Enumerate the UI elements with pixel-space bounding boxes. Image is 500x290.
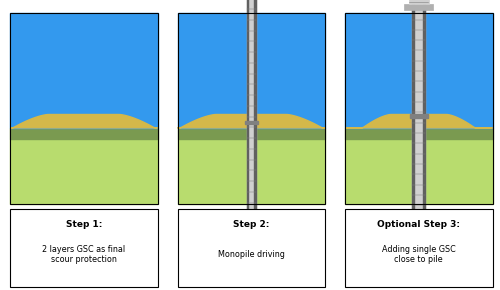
Bar <box>246 0 248 262</box>
Polygon shape <box>10 115 158 128</box>
Polygon shape <box>178 115 325 128</box>
Bar <box>178 128 325 139</box>
Bar <box>10 13 158 128</box>
Bar <box>345 13 492 204</box>
Bar <box>412 0 425 262</box>
Polygon shape <box>345 115 492 128</box>
Bar <box>178 209 325 287</box>
Bar <box>423 0 425 262</box>
Text: Monopile driving: Monopile driving <box>218 250 284 259</box>
Bar <box>178 13 325 128</box>
Text: 2 layers GSC as final
scour protection: 2 layers GSC as final scour protection <box>42 244 125 264</box>
Bar <box>178 139 325 204</box>
Text: Step 1:: Step 1: <box>66 220 102 229</box>
Text: Step 2:: Step 2: <box>233 220 270 229</box>
Bar <box>10 139 158 204</box>
Bar <box>245 121 258 124</box>
Bar <box>10 209 158 287</box>
Bar <box>254 0 256 262</box>
Text: Adding single GSC
close to pile: Adding single GSC close to pile <box>382 244 456 264</box>
Bar <box>404 4 433 10</box>
Bar <box>10 13 158 204</box>
Bar <box>345 139 492 204</box>
Bar <box>246 0 256 262</box>
Bar <box>345 13 492 128</box>
Bar <box>409 0 428 4</box>
Bar <box>410 114 428 118</box>
Bar <box>10 128 158 139</box>
Bar <box>178 13 325 204</box>
Bar <box>345 128 492 139</box>
Bar <box>345 209 492 287</box>
Bar <box>412 0 414 262</box>
Text: Optional Step 3:: Optional Step 3: <box>377 220 460 229</box>
